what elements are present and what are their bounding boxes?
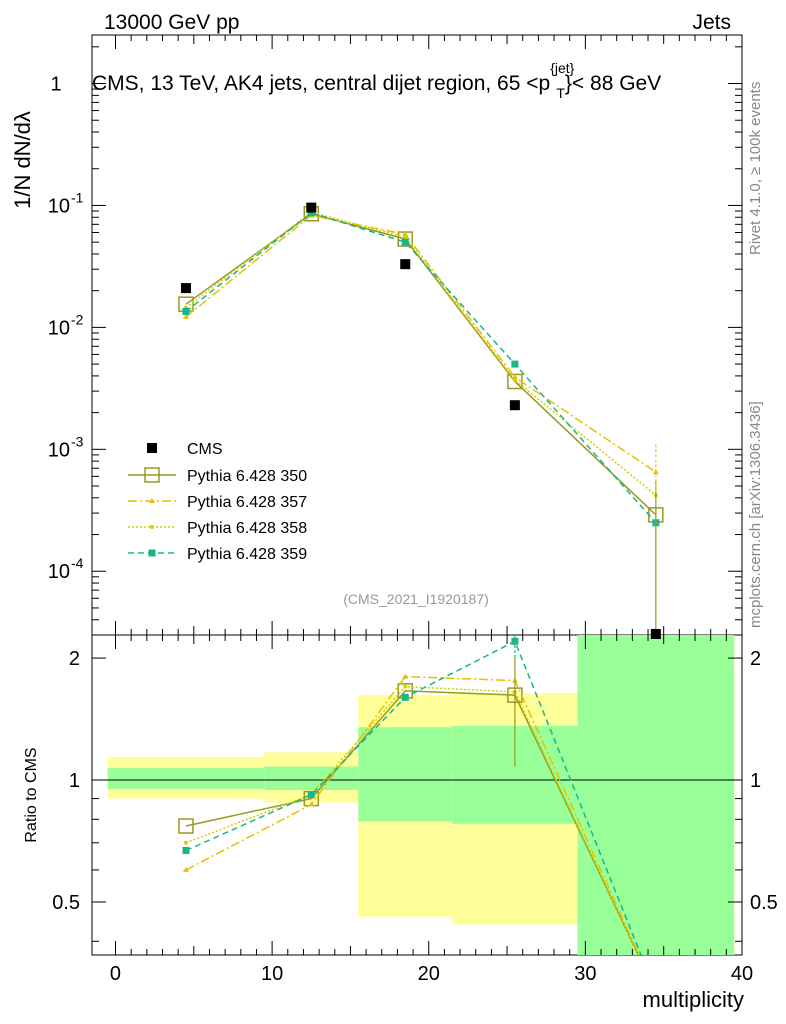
rivet-version-label: Rivet 4.1.0, ≥ 100k events: [747, 82, 764, 255]
cms-data-point: [180, 283, 191, 294]
y-tick-label: 10: [48, 195, 70, 217]
y-axis-label-main: 1/N dN/dλ: [10, 111, 35, 209]
series-marker: [182, 313, 189, 319]
series-marker: [308, 801, 315, 807]
energy-label: 13000 GeV pp: [104, 11, 239, 34]
cms-data-point: [400, 259, 411, 270]
legend-label-cms: CMS: [187, 441, 223, 458]
legend-label: Pythia 6.428 357: [187, 494, 307, 511]
legend-label: Pythia 6.428 350: [187, 468, 307, 485]
ratio-frame: [91, 634, 743, 956]
y-tick-label: 1: [50, 74, 61, 96]
ratio-band-inner: [577, 635, 735, 955]
series-marker: [403, 235, 408, 240]
y-axis-label-text: 1/N dN/dλ: [10, 111, 35, 209]
ratio-tick-label-right: 0.5: [750, 892, 778, 914]
series-marker: [148, 549, 156, 557]
series-marker: [402, 231, 409, 237]
series-marker: [307, 209, 315, 217]
y-tick-exponent: -2: [71, 311, 84, 327]
series-marker: [183, 840, 188, 845]
cms-data-point: [509, 400, 520, 411]
y-tick-label: 10: [48, 317, 70, 339]
x-tick-label: 20: [418, 963, 440, 985]
series-marker: [150, 525, 154, 529]
ratio-series: [178, 635, 642, 955]
legend-label: Pythia 6.428 359: [187, 546, 307, 563]
ratio-band-inner: [107, 768, 265, 790]
plot-title: CMS, 13 TeV, AK4 jets, central dijet reg…: [92, 60, 661, 101]
legend: CMS Pythia 6.428 350 Pythia 6.428 357 Pythi…: [128, 441, 307, 563]
x-tick-label: 30: [574, 963, 596, 985]
y-tick-exponent: -3: [71, 433, 84, 449]
series-marker: [149, 498, 155, 503]
mcplots-label: mcplots.cern.ch [arXiv:1306.3436]: [747, 401, 764, 628]
series-marker: [182, 307, 190, 315]
series-marker: [178, 818, 194, 834]
x-tick-label: 0: [110, 963, 121, 985]
series-marker: [401, 693, 409, 701]
ratio-tick-label-left: 1: [69, 770, 80, 792]
ratio-bands: [92, 635, 742, 955]
series-marker: [144, 467, 160, 483]
y-axis-label-ratio: Ratio to CMS: [23, 747, 40, 842]
series-marker: [512, 378, 517, 383]
y-tick-label: 10: [48, 561, 70, 583]
ratio-tick-label-right: 2: [750, 648, 761, 670]
x-tick-label: 40: [731, 963, 753, 985]
series-marker: [182, 847, 190, 855]
x-tick-label: 10: [261, 963, 283, 985]
series-marker: [402, 673, 409, 679]
series-marker: [401, 238, 409, 246]
y-tick-exponent: -4: [71, 555, 84, 571]
ratio-band-inner: [358, 727, 453, 822]
category-label: Jets: [692, 11, 731, 34]
ratio-series-clipped: [178, 635, 642, 955]
main-frame: [91, 34, 743, 636]
ratio-tick-label-left: 0.5: [52, 892, 80, 914]
legend-marker-cms: [147, 443, 157, 453]
analysis-id: (CMS_2021_I1920187): [343, 591, 489, 607]
ratio-tick-label-left: 2: [69, 648, 80, 670]
ratio-line: [185, 675, 640, 955]
ratio-tick-label-right: 1: [750, 770, 761, 792]
main-series: [178, 202, 664, 639]
legend-label: Pythia 6.428 358: [187, 520, 307, 537]
series-marker: [182, 866, 189, 872]
x-axis-label: multiplicity: [643, 987, 744, 1012]
series-marker: [403, 684, 408, 689]
cms-data-point: [306, 202, 317, 213]
series-line: [185, 211, 657, 524]
series-line: [185, 211, 657, 496]
series-marker: [307, 791, 315, 799]
ratio-band-inner: [264, 766, 359, 790]
ratio-line: [185, 690, 640, 955]
cms-data-point: [650, 629, 661, 639]
series-marker: [511, 360, 519, 368]
y-tick-exponent: -1: [71, 189, 84, 205]
y-tick-label: 10: [48, 439, 70, 461]
